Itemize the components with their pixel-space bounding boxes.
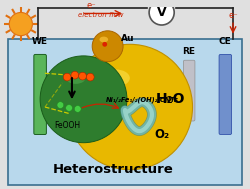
Text: e⁻: e⁻: [228, 11, 238, 20]
Text: O₂: O₂: [154, 129, 169, 142]
Circle shape: [92, 31, 123, 62]
Bar: [4, 7, 246, 40]
Text: Au: Au: [121, 34, 135, 43]
Circle shape: [67, 44, 192, 170]
Text: H₂O: H₂O: [156, 92, 185, 106]
Circle shape: [63, 73, 71, 81]
FancyBboxPatch shape: [219, 54, 232, 135]
Circle shape: [86, 73, 94, 81]
Circle shape: [74, 106, 81, 112]
Text: e⁻: e⁻: [86, 1, 96, 10]
Circle shape: [66, 105, 72, 111]
Text: CE: CE: [219, 37, 232, 46]
Ellipse shape: [66, 72, 86, 84]
Circle shape: [79, 72, 86, 80]
Text: Heterostructure: Heterostructure: [53, 163, 174, 177]
Text: V: V: [157, 6, 166, 19]
Text: electron flow: electron flow: [78, 12, 124, 18]
Ellipse shape: [100, 37, 108, 42]
Text: Ni₁/₂Fe₁/₂(OH)₂/CNTs: Ni₁/₂Fe₁/₂(OH)₂/CNTs: [106, 96, 179, 103]
Circle shape: [149, 0, 174, 25]
Circle shape: [9, 12, 32, 36]
Text: WE: WE: [32, 37, 48, 46]
Bar: [8, 40, 242, 185]
Text: FeOOH: FeOOH: [54, 121, 80, 130]
FancyBboxPatch shape: [183, 60, 195, 121]
Circle shape: [57, 102, 64, 108]
Circle shape: [40, 56, 127, 143]
FancyBboxPatch shape: [34, 54, 46, 135]
Ellipse shape: [101, 69, 130, 87]
Circle shape: [71, 71, 79, 79]
Circle shape: [102, 42, 107, 47]
Text: RE: RE: [182, 47, 195, 56]
